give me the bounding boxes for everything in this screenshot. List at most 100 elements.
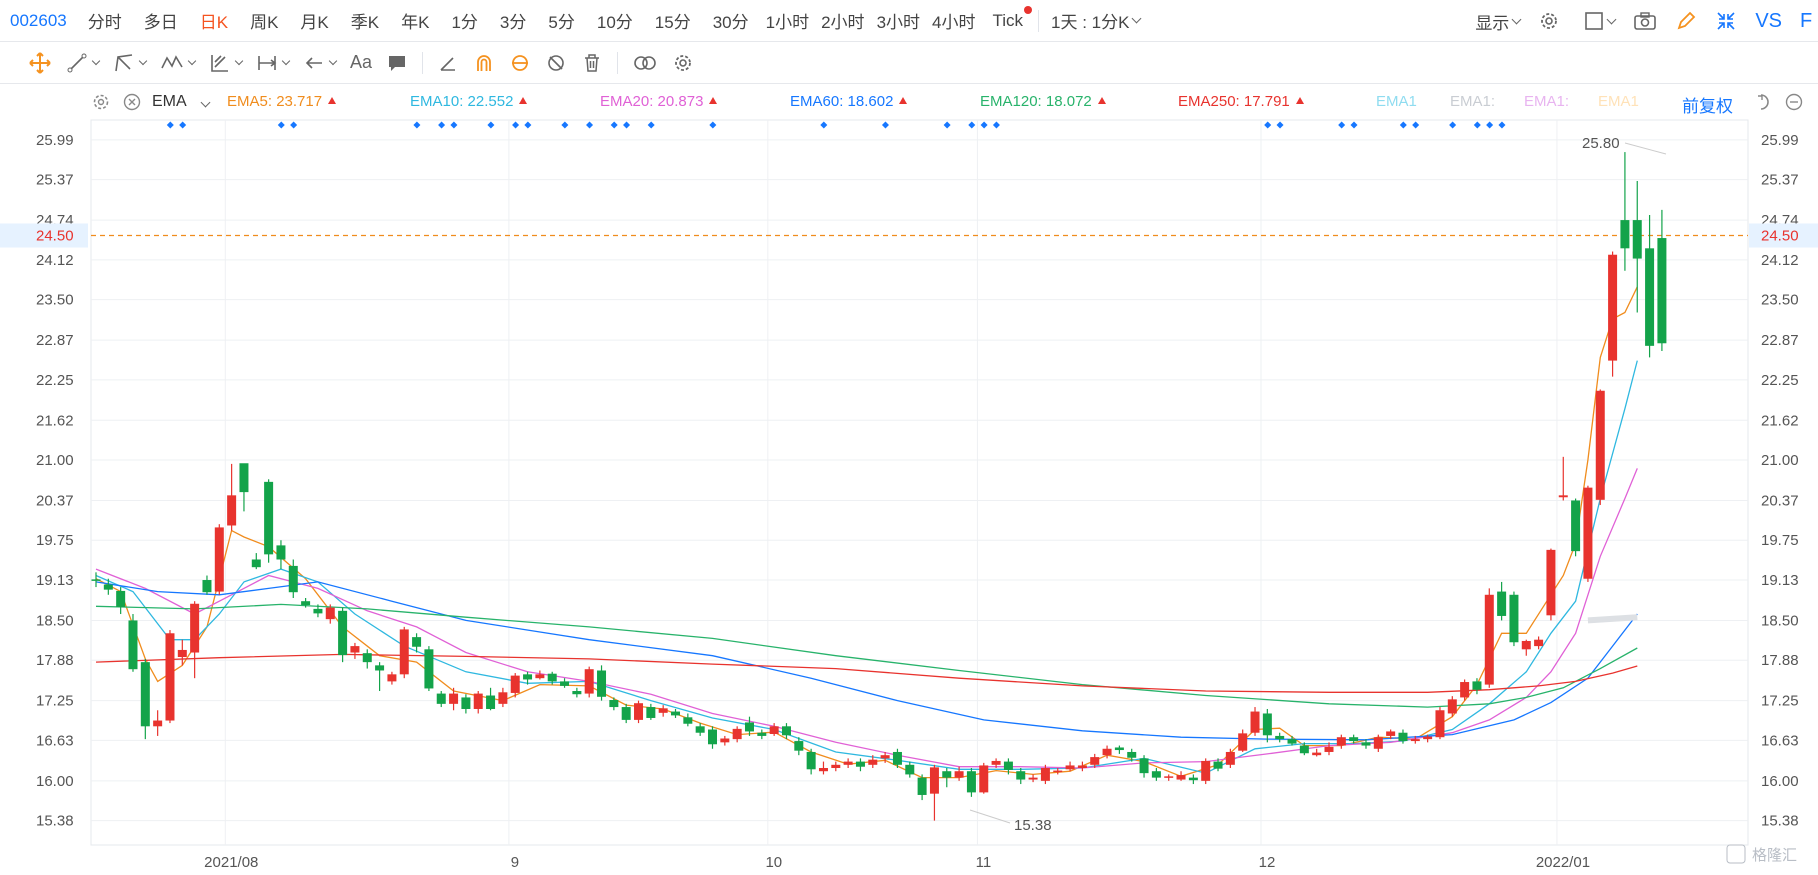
period-tab-week[interactable]: 周K (250, 13, 279, 32)
candle-body (1312, 752, 1322, 756)
candle-body (399, 629, 409, 675)
period-tab-3min[interactable]: 3分 (499, 13, 527, 32)
y-tick-label-left: 15.38 (36, 813, 74, 830)
channel-tool[interactable] (209, 52, 244, 74)
line-tool[interactable] (66, 52, 101, 74)
period-tab-minute[interactable]: 分时 (87, 13, 122, 32)
candle-body (214, 527, 224, 592)
fi-button[interactable]: FI (1800, 9, 1814, 32)
min-price-pointer (969, 809, 1011, 824)
indicator-close-icon[interactable] (122, 92, 142, 112)
hide-drawings-tool[interactable] (545, 52, 567, 74)
candle-body (1250, 711, 1260, 733)
signal-diamond-marker (1498, 121, 1506, 129)
arrow-tool[interactable] (303, 52, 338, 74)
move-tool[interactable] (28, 51, 52, 75)
comment-tool[interactable] (386, 52, 408, 74)
camera-icon[interactable] (1633, 10, 1657, 32)
move-icon (29, 51, 51, 74)
polyline-tool[interactable] (113, 52, 148, 74)
y-tick-label-right: 18.50 (1761, 612, 1799, 629)
current-price-tag-left (0, 223, 88, 248)
layout-dropdown[interactable] (1584, 11, 1617, 31)
adjust-toggle[interactable]: 前复权 (1682, 97, 1733, 116)
text-tool[interactable]: Aa (350, 52, 372, 73)
signal-diamond-marker (1486, 121, 1494, 129)
chevron-down-icon (187, 56, 197, 65)
period-tab-day[interactable]: 日K (199, 13, 229, 32)
minus-circle-icon[interactable] (1784, 92, 1804, 112)
lock-drawing-tool[interactable] (509, 52, 531, 74)
drawing-settings-tool[interactable] (672, 52, 694, 74)
candle-body (1509, 594, 1519, 643)
period-tab-5min[interactable]: 5分 (548, 13, 575, 32)
period-tab-2hour[interactable]: 2小时 (821, 13, 865, 32)
candle-body (1201, 760, 1211, 781)
candle-body (387, 674, 397, 682)
candle-body (1620, 220, 1630, 249)
magnet-tool[interactable] (473, 52, 495, 74)
y-tick-label-left: 17.25 (36, 693, 74, 710)
up-triangle-icon (1097, 97, 1106, 104)
indicator-select[interactable]: EMA (152, 93, 211, 111)
candle-body (1435, 710, 1445, 738)
period-tab-year[interactable]: 年K (401, 13, 430, 32)
display-dropdown[interactable]: 显示 (1475, 9, 1522, 34)
max-price-pointer (1624, 142, 1667, 155)
candle-body (572, 691, 582, 695)
ema120-label: EMA120: (980, 93, 1042, 110)
period-tab-tick[interactable]: Tick (992, 10, 1024, 30)
range-select[interactable]: 1天 : 1分K (1051, 8, 1142, 33)
compare-tool[interactable] (632, 52, 658, 74)
ema60-value: 18.602 (847, 93, 894, 110)
y-tick-label-left: 21.00 (36, 452, 74, 469)
delete-drawings-tool[interactable] (581, 52, 603, 74)
collapse-icon[interactable] (1715, 10, 1737, 32)
sync-icon (512, 54, 529, 71)
candle-body (1484, 594, 1494, 685)
period-tab-quarter[interactable]: 季K (350, 13, 380, 32)
hide-icon (548, 54, 564, 71)
line-icon (67, 53, 87, 72)
vs-button[interactable]: VS (1755, 9, 1782, 32)
indicator-settings-icon[interactable] (91, 92, 111, 112)
period-tab-month[interactable]: 月K (300, 13, 329, 32)
gear-icon[interactable] (1538, 10, 1560, 32)
undo-icon[interactable] (1755, 92, 1775, 112)
candle-body (338, 610, 348, 656)
wave-tool[interactable] (160, 52, 197, 74)
ema20-label: EMA20: (600, 93, 654, 110)
period-tab-1min[interactable]: 1分 (451, 13, 478, 32)
period-tab-4hour[interactable]: 4小时 (932, 13, 976, 32)
candle-body (436, 693, 446, 704)
ema1-gray-line (1587, 614, 1638, 624)
up-triangle-icon (709, 97, 718, 104)
ema250-line (95, 653, 1638, 693)
candle-body (1398, 732, 1408, 742)
period-tab-1hour[interactable]: 1小时 (765, 13, 810, 32)
y-tick-label-left: 19.13 (36, 572, 74, 589)
ema20-legend: EMA20: 20.873 (600, 93, 718, 110)
period-tab-15min[interactable]: 15分 (654, 13, 691, 32)
signal-diamond-marker (1264, 121, 1272, 129)
y-tick-label-right: 20.37 (1761, 492, 1799, 509)
y-tick-label-right: 23.50 (1761, 292, 1799, 309)
candle-body (646, 707, 656, 718)
ema20-value: 20.873 (657, 93, 704, 110)
measure-tool[interactable] (256, 52, 291, 74)
ema120-line (95, 603, 1638, 708)
up-triangle-icon (519, 97, 528, 104)
period-tab-3hour[interactable]: 3小时 (876, 13, 921, 32)
candle-body (375, 665, 385, 671)
pen-tool[interactable] (437, 52, 459, 74)
period-tab-multiday[interactable]: 多日 (143, 13, 178, 32)
candle-body (412, 637, 422, 647)
ema20-line (95, 468, 1638, 769)
candle-body (1127, 751, 1137, 758)
measure-icon (258, 55, 277, 70)
pencil-icon[interactable] (1675, 10, 1697, 32)
period-tab-30min[interactable]: 30分 (712, 13, 749, 32)
period-tab-10min[interactable]: 10分 (596, 13, 633, 32)
stock-code[interactable]: 002603 (10, 10, 67, 30)
